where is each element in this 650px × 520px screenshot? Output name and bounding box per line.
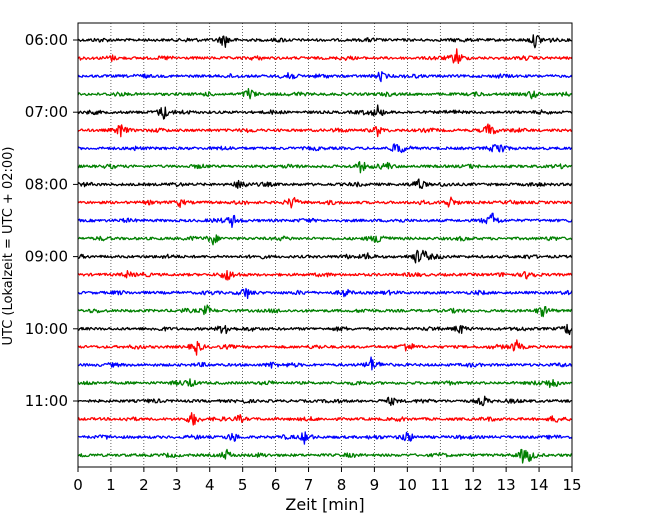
plot-frame (77, 22, 573, 468)
x-tick-label: 0 (73, 476, 83, 494)
trace-row-0945 (77, 304, 573, 318)
x-tick-label: 15 (562, 476, 581, 494)
x-axis-ticks: 0 1 2 3 4 5 6 7 8 9 10 11 12 13 14 15 (73, 467, 582, 494)
x-tick-label: 5 (238, 476, 248, 494)
x-tick-label: 6 (271, 476, 281, 494)
trace-row-1045 (77, 378, 573, 389)
x-tick-label: 4 (205, 476, 215, 494)
y-tick-label: 09:00 (25, 248, 68, 266)
x-tick-label: 13 (497, 476, 516, 494)
trace-row-0645 (77, 87, 573, 100)
trace-row-0930 (77, 287, 573, 300)
x-tick-label: 7 (304, 476, 314, 494)
trace-row-1100 (77, 395, 573, 407)
trace-row-0845 (77, 234, 573, 246)
trace-row-0815 (77, 196, 573, 209)
trace-row-0745 (77, 161, 573, 174)
seismogram-traces (77, 34, 573, 464)
trace-row-1015 (77, 339, 573, 356)
plot-area (78, 23, 572, 467)
x-tick-label: 14 (530, 476, 549, 494)
y-tick-label: 07:00 (25, 103, 68, 121)
x-axis-title: Zeit [min] (285, 495, 364, 514)
trace-row-0900 (77, 249, 573, 264)
trace-row-0800 (77, 178, 573, 189)
y-tick-label: 08:00 (25, 175, 68, 193)
trace-row-1000 (77, 323, 573, 336)
x-tick-label: 1 (106, 476, 116, 494)
x-tick-label: 3 (172, 476, 182, 494)
y-tick-label: 10:00 (25, 320, 68, 338)
x-tick-label: 9 (370, 476, 380, 494)
x-gridlines (110, 23, 540, 467)
trace-row-0915 (77, 269, 573, 281)
trace-row-1145 (77, 448, 573, 464)
y-axis-ticks: 06:00 07:00 08:00 09:00 10:00 11:00 (25, 31, 78, 410)
trace-row-1115 (77, 412, 573, 426)
trace-row-0730 (77, 143, 573, 154)
trace-row-0700 (77, 104, 573, 120)
x-tick-label: 8 (337, 476, 347, 494)
trace-row-0830 (77, 212, 573, 228)
x-tick-label: 10 (398, 476, 417, 494)
x-tick-label: 11 (431, 476, 450, 494)
trace-row-1130 (77, 431, 573, 445)
y-tick-label: 11:00 (25, 392, 68, 410)
y-axis-title: UTC (Lokalzeit = UTC + 02:00) (1, 147, 16, 346)
trace-row-1030 (77, 356, 573, 371)
x-tick-label: 12 (464, 476, 483, 494)
trace-row-0600 (77, 34, 573, 49)
trace-row-0630 (77, 71, 573, 83)
y-tick-label: 06:00 (25, 31, 68, 49)
x-tick-label: 2 (139, 476, 149, 494)
trace-row-0715 (77, 123, 573, 138)
trace-row-0615 (77, 48, 573, 64)
